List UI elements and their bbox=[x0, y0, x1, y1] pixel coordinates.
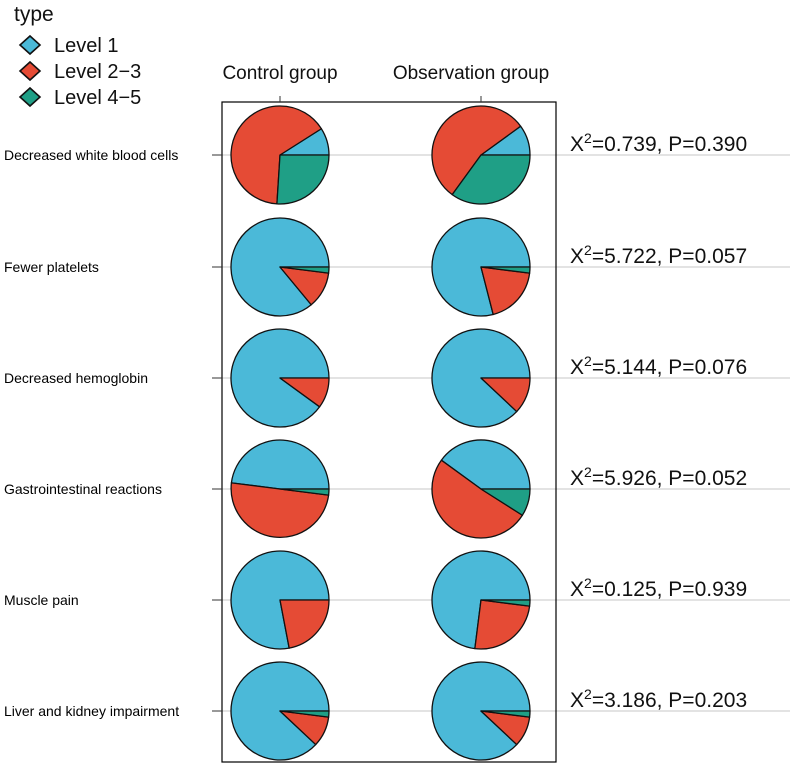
legend-label-level-4-5: Level 4−5 bbox=[54, 87, 141, 109]
slice-level-1-fewer-platelets-observation-group bbox=[431, 217, 531, 317]
legend-label-level-1: Level 1 bbox=[54, 35, 119, 57]
row-label-decreased-white-blood-cells: Decreased white blood cells bbox=[4, 147, 178, 163]
legend-key-level-4-5 bbox=[18, 86, 42, 108]
slice-level-4-5-fewer-platelets-control-group bbox=[279, 266, 330, 274]
pie-decreased-hemoglobin-control-group bbox=[230, 328, 330, 428]
slice-level-4-5-decreased-white-blood-cells-control-group bbox=[276, 154, 330, 205]
slice-level-4-5-gastrointestinal-reactions-observation-group bbox=[480, 488, 531, 516]
slice-level-4-5-decreased-white-blood-cells-observation-group bbox=[451, 154, 531, 205]
stat-fewer-platelets: X2=5.722, P=0.057 bbox=[570, 242, 747, 268]
stat-gastrointestinal-reactions: X2=5.926, P=0.052 bbox=[570, 464, 747, 490]
legend-label-level-2-3: Level 2−3 bbox=[54, 61, 141, 83]
slice-level-4-5-fewer-platelets-observation-group bbox=[480, 266, 531, 274]
slice-level-1-gastrointestinal-reactions-control-group bbox=[230, 439, 330, 490]
legend-title: type bbox=[14, 3, 54, 26]
pie-fewer-platelets-control-group bbox=[230, 217, 330, 317]
pie-fewer-platelets-observation-group bbox=[431, 217, 531, 317]
stat-decreased-white-blood-cells: X2=0.739, P=0.390 bbox=[570, 130, 747, 156]
slice-level-2-3-fewer-platelets-observation-group bbox=[480, 266, 531, 316]
pie-decreased-white-blood-cells-control-group bbox=[230, 105, 330, 205]
slice-level-2-3-muscle-pain-control-group bbox=[279, 599, 330, 649]
pie-gastrointestinal-reactions-control-group bbox=[230, 439, 330, 538]
pie-gastrointestinal-reactions-observation-group bbox=[431, 439, 531, 539]
pie-decreased-white-blood-cells-observation-group bbox=[431, 105, 531, 205]
row-label-decreased-hemoglobin: Decreased hemoglobin bbox=[4, 370, 148, 386]
slice-level-2-3-gastrointestinal-reactions-observation-group bbox=[431, 459, 524, 539]
legend-key-level-1 bbox=[18, 34, 42, 56]
slice-level-2-3-decreased-hemoglobin-control-group bbox=[279, 377, 330, 408]
slice-level-2-3-decreased-hemoglobin-observation-group bbox=[480, 377, 531, 413]
row-label-muscle-pain: Muscle pain bbox=[4, 592, 79, 608]
column-label-observation: Observation group bbox=[393, 63, 549, 84]
pie-liver-and-kidney-impairment-observation-group bbox=[431, 661, 531, 761]
row-label-fewer-platelets: Fewer platelets bbox=[4, 259, 99, 275]
slice-level-4-5-muscle-pain-observation-group bbox=[480, 599, 531, 607]
slice-level-2-3-gastrointestinal-reactions-control-group bbox=[230, 482, 330, 538]
row-label-liver-and-kidney-impairment: Liver and kidney impairment bbox=[4, 703, 179, 719]
slice-level-2-3-decreased-white-blood-cells-observation-group bbox=[431, 105, 522, 196]
pie-decreased-hemoglobin-observation-group bbox=[431, 328, 531, 428]
row-label-gastrointestinal-reactions: Gastrointestinal reactions bbox=[4, 481, 162, 497]
stat-muscle-pain: X2=0.125, P=0.939 bbox=[570, 575, 747, 601]
slice-level-2-3-muscle-pain-observation-group bbox=[474, 599, 531, 650]
slice-level-4-5-gastrointestinal-reactions-control-group bbox=[279, 488, 330, 496]
legend: type Level 1 Level 2−3 Level 4−5 bbox=[14, 3, 141, 109]
pie-muscle-pain-control-group bbox=[230, 550, 330, 650]
stat-liver-and-kidney-impairment: X2=3.186, P=0.203 bbox=[570, 686, 747, 712]
stat-decreased-hemoglobin: X2=5.144, P=0.076 bbox=[570, 353, 747, 379]
legend-key-level-2-3 bbox=[18, 60, 42, 82]
column-label-control: Control group bbox=[222, 63, 337, 84]
slice-level-2-3-decreased-white-blood-cells-control-group bbox=[230, 105, 323, 205]
slice-level-4-5-liver-and-kidney-impairment-control-group bbox=[279, 710, 330, 718]
pie-liver-and-kidney-impairment-control-group bbox=[230, 661, 330, 761]
slice-level-1-gastrointestinal-reactions-observation-group bbox=[440, 439, 531, 490]
slice-level-4-5-liver-and-kidney-impairment-observation-group bbox=[480, 710, 531, 718]
panel-border bbox=[221, 101, 557, 763]
pie-muscle-pain-observation-group bbox=[431, 550, 531, 650]
